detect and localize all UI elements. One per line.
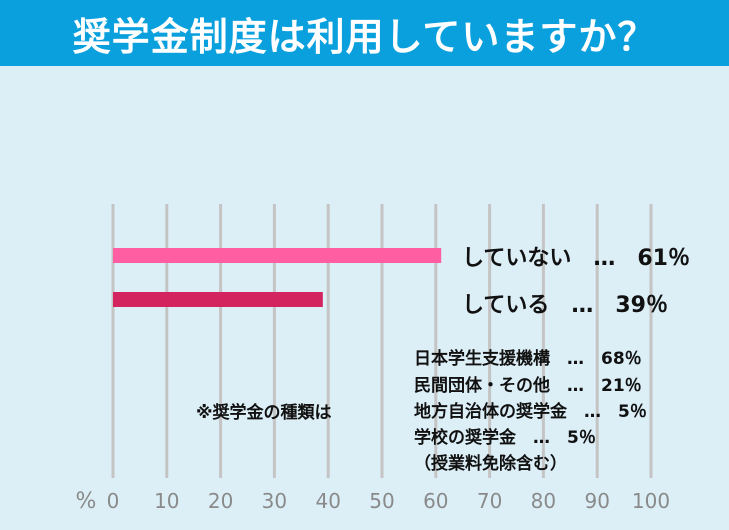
x-tick-label: 100 xyxy=(632,489,670,513)
note-item: 学校の奨学金 … 5％ xyxy=(414,428,596,448)
x-tick-label: 80 xyxy=(531,489,556,513)
bar-label-not-using: していない … 61％ xyxy=(462,246,690,271)
x-tick-label: 20 xyxy=(208,489,233,513)
x-tick-label: 60 xyxy=(423,489,448,513)
x-unit-label: % xyxy=(76,489,97,514)
header-banner: 奨学金制度は利用していますか？ xyxy=(0,0,729,66)
note-item: 日本学生支援機構 … 68％ xyxy=(414,349,642,369)
x-tick-label: 40 xyxy=(315,489,340,513)
bar-chart: 0 10 20 30 40 50 60 70 80 90 100% xyxy=(76,204,670,514)
note-heading: ※奨学金の種類は xyxy=(196,403,332,423)
x-tick-label: 10 xyxy=(154,489,179,513)
x-tick-label: 30 xyxy=(262,489,287,513)
bar-1 xyxy=(113,292,323,307)
x-tick-label: 90 xyxy=(584,489,609,513)
page-title: 奨学金制度は利用していますか？ xyxy=(72,14,657,59)
note-footnote: （授業料免除含む） xyxy=(414,454,567,474)
x-tick-label: 50 xyxy=(369,489,394,513)
note-item: 地方自治体の奨学金 … 5％ xyxy=(414,402,647,422)
x-tick-label: 0 xyxy=(107,489,120,513)
x-tick-label: 70 xyxy=(477,489,502,513)
bar-label-using: している … 39％ xyxy=(462,293,668,318)
note-item: 民間団体・その他 … 21％ xyxy=(414,376,642,396)
chart-area: 0 10 20 30 40 50 60 70 80 90 100% していない … 61％ している… xyxy=(0,66,729,530)
bar-0 xyxy=(113,248,442,263)
